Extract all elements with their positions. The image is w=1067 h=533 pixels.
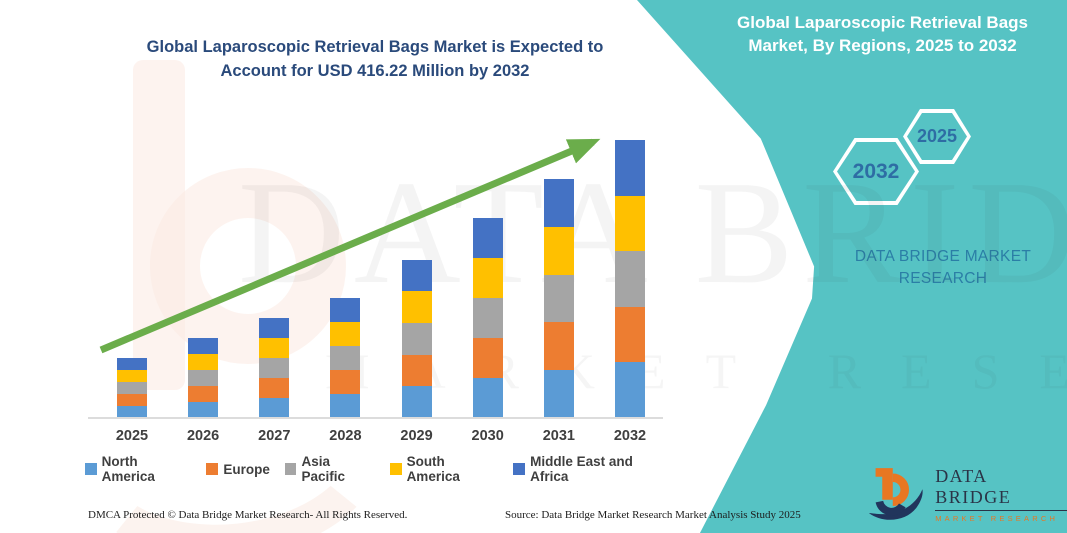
x-axis-label-2028: 2028 — [329, 428, 362, 444]
legend-item-middle-east-and-africa: Middle East and Africa — [513, 454, 670, 484]
x-axis-label-2031: 2031 — [542, 428, 575, 444]
bar-segment-middle-east-and-africa-2026 — [188, 337, 219, 354]
bar-segment-north-america-2030 — [472, 378, 503, 418]
bar-segment-asia-pacific-2031 — [543, 274, 574, 323]
bar-segment-middle-east-and-africa-2027 — [259, 318, 290, 339]
bar-segment-asia-pacific-2029 — [401, 323, 432, 355]
bar-segment-south-america-2029 — [401, 291, 432, 324]
bar-segment-north-america-2025 — [117, 405, 147, 418]
legend-label: Asia Pacific — [301, 454, 345, 484]
bar-segment-north-america-2028 — [330, 393, 361, 418]
legend-label: North America — [101, 454, 155, 484]
bar-segment-europe-2030 — [472, 338, 503, 379]
bar-segment-middle-east-and-africa-2028 — [330, 297, 361, 322]
legend-item-europe: Europe — [206, 454, 270, 484]
bar-segment-europe-2028 — [330, 369, 361, 394]
side-panel-heading: Global Laparoscopic Retrieval Bags Marke… — [737, 13, 1028, 55]
bar-segment-north-america-2032 — [614, 362, 645, 418]
legend-swatch-icon — [389, 463, 402, 475]
bar-segment-europe-2031 — [543, 322, 574, 371]
x-axis-label-2025: 2025 — [115, 428, 149, 444]
legend-swatch-icon — [284, 463, 297, 475]
bar-segment-middle-east-and-africa-2030 — [472, 218, 503, 259]
x-axis-line — [88, 417, 663, 419]
bar-segment-europe-2025 — [117, 393, 147, 406]
x-axis-label-2032: 2032 — [613, 428, 647, 444]
footer-dmca-text: DMCA Protected © Data Bridge Market Rese… — [88, 509, 408, 521]
company-logo: DATA BRIDGE MARKET RESEARCH — [866, 465, 1067, 523]
bar-segment-middle-east-and-africa-2025 — [117, 357, 147, 370]
bar-segment-north-america-2027 — [259, 398, 290, 418]
x-axis-label-2027: 2027 — [258, 428, 291, 444]
bar-segment-south-america-2030 — [472, 258, 503, 299]
bar-segment-asia-pacific-2027 — [259, 358, 290, 379]
bar-segment-asia-pacific-2025 — [117, 381, 147, 394]
bar-segment-north-america-2029 — [401, 386, 432, 418]
bar-segment-asia-pacific-2028 — [330, 345, 361, 370]
bar-segment-south-america-2031 — [543, 226, 574, 275]
logo-name-text: DATA BRIDGE — [935, 466, 1067, 511]
bar-segment-asia-pacific-2030 — [472, 298, 503, 339]
brand-text: DATA BRIDGE MARKET RESEARCH — [854, 248, 1032, 287]
bar-segment-south-america-2026 — [188, 353, 219, 370]
legend-label: Middle East and Africa — [530, 454, 633, 484]
legend-swatch-icon — [85, 463, 97, 475]
bar-segment-north-america-2026 — [188, 401, 219, 418]
legend-item-asia-pacific: Asia Pacific — [284, 454, 375, 484]
logo-subtitle-text: MARKET RESEARCH — [935, 513, 1059, 523]
legend-swatch-icon — [513, 463, 526, 475]
bar-segment-south-america-2027 — [259, 338, 290, 359]
bar-segment-middle-east-and-africa-2032 — [614, 140, 645, 196]
footer-source-text: Source: Data Bridge Market Research Mark… — [505, 509, 801, 521]
bar-segment-asia-pacific-2032 — [614, 251, 645, 307]
bar-segment-europe-2026 — [188, 385, 219, 402]
bar-segment-middle-east-and-africa-2029 — [401, 259, 432, 292]
legend: North America Europe Asia Pacific South Ame… — [85, 454, 670, 484]
legend-label: South America — [406, 454, 460, 484]
bar-segment-europe-2032 — [614, 306, 645, 363]
x-axis-label-2029: 2029 — [400, 428, 433, 444]
bar-segment-north-america-2031 — [543, 370, 574, 418]
legend-swatch-icon — [206, 463, 219, 475]
legend-item-south-america: South America — [389, 454, 499, 484]
page-title: Global Laparoscopic Retrieval Bags Marke… — [146, 38, 604, 80]
bar-segment-south-america-2028 — [330, 321, 361, 346]
bar-segment-middle-east-and-africa-2031 — [543, 178, 574, 227]
bar-segment-south-america-2025 — [117, 369, 147, 382]
trend-arrow — [99, 138, 601, 354]
bar-segment-europe-2027 — [259, 378, 290, 399]
hexagon-2025: 2025 — [903, 109, 971, 164]
bar-segment-asia-pacific-2026 — [188, 369, 219, 386]
data-bridge-logo-icon — [868, 468, 923, 520]
x-axis-label-2030: 2030 — [471, 428, 504, 444]
x-axis-label-2026: 2026 — [186, 428, 220, 444]
legend-item-north-america: North America — [85, 454, 191, 484]
bar-segment-europe-2029 — [401, 354, 432, 387]
legend-label: Europe — [223, 461, 270, 477]
bar-segment-south-america-2032 — [614, 195, 645, 252]
